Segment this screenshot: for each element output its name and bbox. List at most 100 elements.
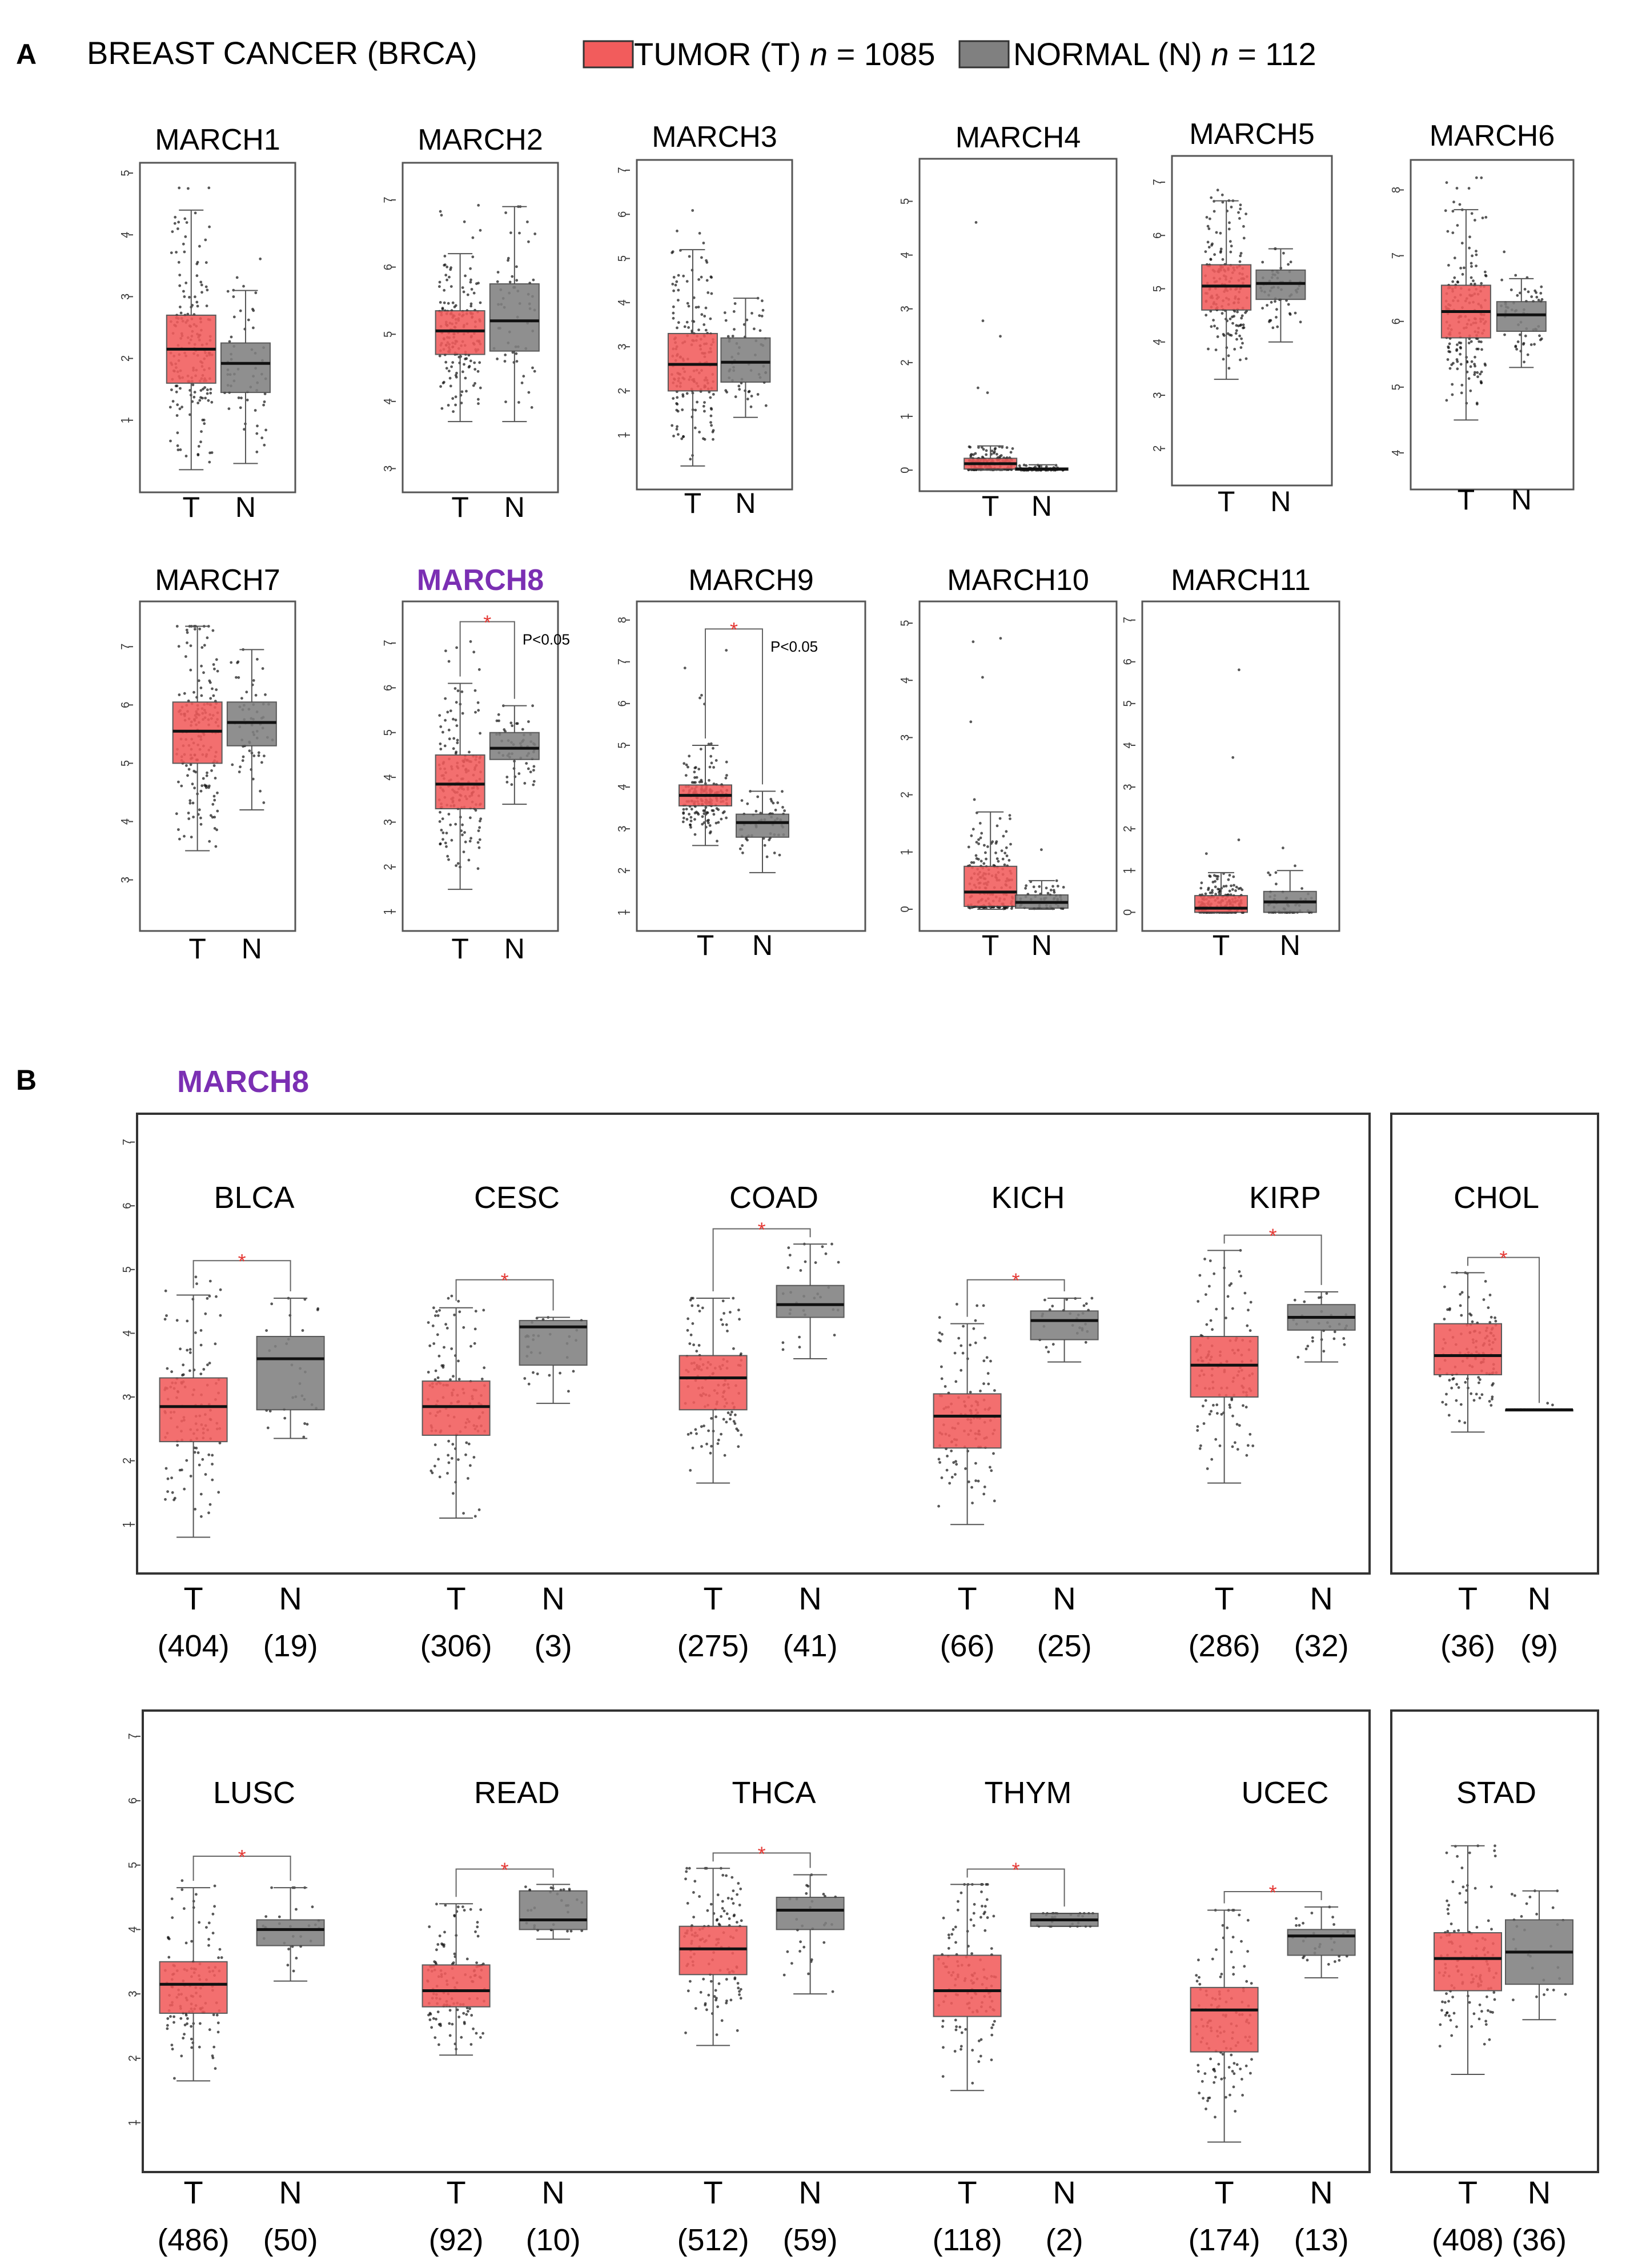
data-point <box>463 1909 466 1912</box>
data-point <box>981 1905 983 1908</box>
data-point <box>972 1924 975 1927</box>
data-point <box>436 1376 440 1379</box>
panel-a-label: A <box>16 38 37 70</box>
data-point <box>443 380 445 384</box>
data-point <box>725 1912 729 1916</box>
data-point <box>714 821 718 825</box>
data-point <box>1455 1399 1458 1402</box>
data-point <box>1231 888 1234 891</box>
data-point <box>971 2049 974 2052</box>
data-point <box>1478 1396 1482 1400</box>
data-point <box>1476 347 1480 351</box>
data-point <box>732 1914 736 1918</box>
data-point <box>1051 885 1054 888</box>
y-axis-tick-label: 7 <box>382 640 395 646</box>
data-point <box>703 437 706 441</box>
legend-tumor-n: n <box>810 36 828 72</box>
data-point <box>1446 230 1450 233</box>
y-axis-tick-label: 2 <box>899 359 912 366</box>
data-point <box>689 457 692 461</box>
data-point <box>942 1916 945 1920</box>
data-point <box>725 1323 728 1326</box>
data-point <box>214 845 218 848</box>
data-point <box>733 1976 737 1980</box>
data-point <box>209 814 212 817</box>
data-point <box>482 1308 485 1312</box>
y-axis-tick-label: 7 <box>616 167 629 173</box>
data-point <box>756 296 760 300</box>
data-point <box>736 1921 738 1924</box>
data-point <box>184 455 188 457</box>
data-point <box>1468 1312 1472 1315</box>
data-point <box>511 351 515 354</box>
data-point <box>1469 365 1472 368</box>
data-point <box>447 858 450 861</box>
data-point <box>1205 852 1208 855</box>
x-label: T <box>446 1580 465 1616</box>
data-point <box>1009 842 1012 846</box>
data-point <box>1198 1274 1202 1277</box>
data-point <box>990 1469 993 1472</box>
data-point <box>187 812 190 814</box>
data-point <box>532 783 535 786</box>
x-label: T <box>1458 484 1475 516</box>
data-point <box>476 1934 480 1938</box>
data-point <box>1475 253 1478 256</box>
data-point <box>209 697 212 700</box>
data-point <box>204 261 208 264</box>
data-point <box>451 2022 454 2026</box>
data-point <box>1002 834 1005 838</box>
data-point <box>969 445 972 449</box>
data-point <box>730 1410 733 1414</box>
data-point <box>515 279 519 282</box>
data-point <box>1261 260 1264 264</box>
data-point <box>787 1246 790 1250</box>
data-point <box>1231 756 1235 759</box>
x-label: N <box>1031 929 1052 961</box>
data-point <box>522 375 525 378</box>
data-point <box>677 433 680 436</box>
data-point <box>199 1492 203 1496</box>
data-point <box>1551 1403 1554 1407</box>
data-point <box>205 774 208 777</box>
data-point <box>1090 1296 1094 1300</box>
data-point <box>527 1382 531 1386</box>
data-point <box>448 376 452 380</box>
data-point <box>187 187 190 190</box>
data-point <box>438 1308 441 1312</box>
data-point <box>992 1452 995 1455</box>
box-t: T <box>963 221 1018 522</box>
data-point <box>1210 325 1213 328</box>
data-point <box>478 361 481 364</box>
data-point <box>457 1359 460 1363</box>
data-point <box>208 460 211 464</box>
data-point <box>672 435 675 437</box>
data-point <box>955 1463 958 1466</box>
data-point <box>947 1946 950 1950</box>
data-point <box>1460 1314 1463 1317</box>
data-point <box>1239 254 1242 258</box>
data-point <box>691 209 694 212</box>
data-point <box>1231 1414 1234 1418</box>
data-point <box>781 1341 785 1344</box>
y-axis-tick-label: 4 <box>382 774 395 781</box>
y-axis-tick-label: 4 <box>119 818 132 825</box>
data-point <box>689 824 692 826</box>
data-point <box>252 754 256 757</box>
data-point <box>164 1289 167 1292</box>
data-point <box>472 2027 475 2030</box>
data-point <box>518 231 521 235</box>
data-point <box>1196 1425 1199 1428</box>
data-point <box>814 1261 817 1265</box>
data-point <box>781 1348 785 1351</box>
data-point <box>758 329 762 332</box>
data-point <box>729 1311 732 1314</box>
data-point <box>781 790 784 793</box>
data-point <box>444 360 448 364</box>
data-point <box>182 2037 185 2040</box>
box-t: T <box>166 186 216 523</box>
data-point <box>726 1897 730 1900</box>
data-point <box>708 778 710 782</box>
data-point <box>1251 1444 1255 1447</box>
data-point <box>175 414 179 417</box>
